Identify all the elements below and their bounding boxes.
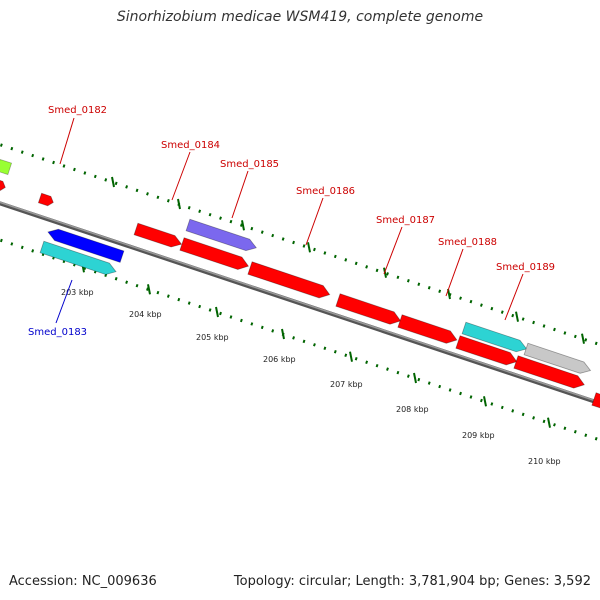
gene-arrow[interactable] <box>0 158 13 176</box>
gene-arrow[interactable] <box>513 355 585 389</box>
gene-arrow[interactable] <box>133 222 183 248</box>
gene-label-connector <box>504 273 524 321</box>
inner-major-tick <box>147 284 151 295</box>
tick-label: 205 kbp <box>196 333 229 342</box>
gene-label[interactable]: Smed_0184 <box>161 140 220 151</box>
gene-arrow[interactable] <box>185 218 257 252</box>
gene-arrow[interactable] <box>461 321 528 353</box>
tick-label: 206 kbp <box>263 355 296 364</box>
map-title: Sinorhizobium medicae WSM419, complete g… <box>116 9 484 25</box>
gene-arrow[interactable] <box>591 392 600 409</box>
outer-major-tick <box>241 220 245 231</box>
gene-arrow[interactable] <box>39 240 117 275</box>
gene-label[interactable]: Smed_0182 <box>48 105 107 116</box>
outer-major-tick <box>307 242 311 253</box>
genome-summary: Topology: circular; Length: 3,781,904 bp… <box>233 574 591 589</box>
gene-label[interactable]: Smed_0187 <box>376 215 435 226</box>
inner-major-tick <box>215 306 219 318</box>
gene-arrow[interactable] <box>247 261 331 299</box>
gene-label[interactable]: Smed_0189 <box>496 262 555 273</box>
outer-scale-track <box>0 143 600 347</box>
inner-major-tick <box>349 351 353 362</box>
inner-major-tick <box>483 396 487 407</box>
tick-label: 210 kbp <box>528 457 561 466</box>
gene-label-connector <box>171 151 191 201</box>
inner-scale-track <box>0 238 600 442</box>
gene-label-connector <box>383 226 403 275</box>
gene-label-connector <box>231 170 249 219</box>
backbone-highlight <box>0 201 600 404</box>
gene-label-connector <box>59 117 75 165</box>
outer-major-tick <box>111 176 115 188</box>
outer-major-tick <box>177 198 181 210</box>
gene-arrow[interactable] <box>37 192 54 207</box>
gene-arrow[interactable] <box>397 314 458 344</box>
inner-major-tick <box>413 372 417 384</box>
gene-label[interactable]: Smed_0188 <box>438 237 497 248</box>
gene-label-connector <box>55 279 73 324</box>
gene-arrow[interactable] <box>47 228 125 263</box>
gene-arrow[interactable] <box>335 293 402 325</box>
gene-arrow[interactable] <box>523 342 592 374</box>
tick-label: 209 kbp <box>462 431 495 440</box>
tick-label: 203 kbp <box>61 288 94 297</box>
tick-label: 208 kbp <box>396 405 429 414</box>
tick-label: 204 kbp <box>129 310 162 319</box>
gene-label[interactable]: Smed_0185 <box>220 159 279 170</box>
gene-label-connector <box>445 248 464 297</box>
outer-major-tick <box>581 333 585 344</box>
gene-arrow[interactable] <box>455 335 518 366</box>
gene-label[interactable]: Smed_0186 <box>296 186 355 197</box>
accession-text: Accession: NC_009636 <box>9 574 157 589</box>
gene-arrow[interactable] <box>0 178 6 192</box>
gene-label-connector <box>305 197 324 246</box>
inner-major-tick <box>281 328 285 340</box>
inner-major-tick <box>547 417 551 428</box>
outer-major-tick <box>515 311 519 322</box>
gene-arrow[interactable] <box>179 237 250 270</box>
tick-label: 207 kbp <box>330 380 363 389</box>
backbone-line <box>0 201 600 406</box>
gene-label[interactable]: Smed_0183 <box>28 327 87 338</box>
